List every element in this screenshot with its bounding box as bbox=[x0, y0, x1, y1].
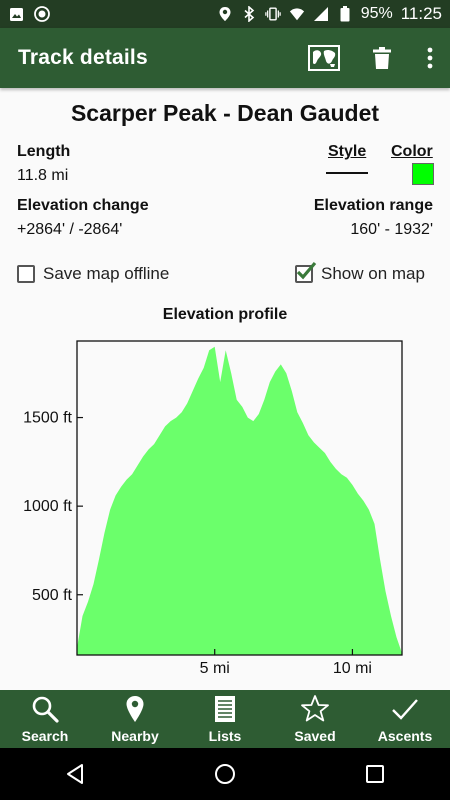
style-link[interactable]: Style bbox=[328, 143, 367, 160]
map-view-button[interactable] bbox=[304, 38, 344, 78]
elevation-range-label: Elevation range bbox=[313, 197, 433, 214]
home-circle-icon bbox=[215, 764, 235, 784]
battery-percent: 95% bbox=[360, 5, 393, 22]
save-offline-toggle[interactable]: Save map offline bbox=[17, 264, 169, 284]
line-style-preview[interactable] bbox=[326, 172, 368, 174]
x-tick-label: 5 mi bbox=[200, 660, 230, 677]
page-title: Track details bbox=[18, 46, 148, 69]
search-icon bbox=[30, 694, 60, 724]
location-pin-icon bbox=[120, 694, 150, 724]
overflow-menu-button[interactable] bbox=[414, 38, 446, 78]
back-button[interactable] bbox=[45, 754, 105, 794]
wifi-icon bbox=[289, 6, 305, 22]
elevation-range-value: 160' - 1932' bbox=[350, 221, 433, 238]
nav-saved-label: Saved bbox=[294, 728, 336, 744]
chart-title: Elevation profile bbox=[162, 306, 288, 323]
show-on-map-toggle[interactable]: Show on map bbox=[295, 261, 425, 284]
record-notification-icon bbox=[34, 6, 50, 22]
back-triangle-icon bbox=[67, 764, 83, 784]
vibrate-icon bbox=[264, 6, 281, 22]
save-offline-checkbox[interactable] bbox=[17, 265, 35, 283]
show-on-map-label: Show on map bbox=[321, 264, 425, 283]
y-tick-label: 1500 ft bbox=[23, 410, 72, 427]
star-icon bbox=[300, 694, 330, 724]
recents-button[interactable] bbox=[345, 754, 405, 794]
trash-icon bbox=[373, 47, 391, 69]
map-icon bbox=[308, 45, 340, 71]
nav-search[interactable]: Search bbox=[0, 690, 90, 748]
home-button[interactable] bbox=[195, 754, 255, 794]
x-tick-label: 10 mi bbox=[333, 660, 372, 677]
nav-nearby-label: Nearby bbox=[111, 728, 159, 744]
nav-saved[interactable]: Saved bbox=[270, 690, 360, 748]
checkmark-icon bbox=[390, 694, 420, 724]
track-name: Scarper Peak - Dean Gaudet bbox=[70, 100, 380, 126]
system-navigation-bar bbox=[0, 748, 450, 800]
length-label: Length bbox=[17, 143, 71, 160]
color-link[interactable]: Color bbox=[391, 143, 433, 160]
nav-search-label: Search bbox=[21, 728, 69, 744]
save-offline-label: Save map offline bbox=[43, 264, 170, 283]
color-swatch[interactable] bbox=[412, 163, 434, 185]
elevation-area bbox=[77, 346, 402, 655]
nav-lists-label: Lists bbox=[208, 728, 242, 744]
clock: 11:25 bbox=[400, 4, 442, 23]
nav-lists[interactable]: Lists bbox=[180, 690, 270, 748]
location-icon bbox=[217, 6, 233, 22]
nav-ascents[interactable]: Ascents bbox=[360, 690, 450, 748]
app-bar: Track details bbox=[0, 28, 450, 88]
y-tick-label: 500 ft bbox=[32, 587, 73, 604]
nav-ascents-label: Ascents bbox=[377, 728, 433, 744]
elevation-change-label: Elevation change bbox=[17, 197, 149, 214]
list-icon bbox=[210, 694, 240, 724]
nav-nearby[interactable]: Nearby bbox=[90, 690, 180, 748]
elevation-change-value: +2864' / -2864' bbox=[17, 221, 123, 238]
plot-frame bbox=[76, 340, 403, 656]
recents-square-icon bbox=[366, 765, 384, 783]
status-bar: 95% 11:25 bbox=[0, 0, 450, 28]
delete-button[interactable] bbox=[362, 38, 402, 78]
checkmark-icon bbox=[296, 261, 317, 280]
image-notification-icon bbox=[8, 6, 24, 22]
elevation-profile-chart[interactable]: 500 ft 1000 ft 1500 ft 5 mi 10 mi bbox=[0, 330, 450, 680]
show-on-map-checkbox[interactable] bbox=[295, 261, 317, 283]
y-tick-label: 1000 ft bbox=[23, 498, 72, 515]
more-vert-icon bbox=[427, 47, 433, 69]
signal-icon bbox=[313, 6, 329, 22]
bottom-navigation: Search Nearby Lists Saved Ascents bbox=[0, 690, 450, 748]
bluetooth-icon bbox=[241, 6, 257, 22]
length-value: 11.8 mi bbox=[17, 167, 69, 184]
battery-icon bbox=[337, 6, 353, 22]
